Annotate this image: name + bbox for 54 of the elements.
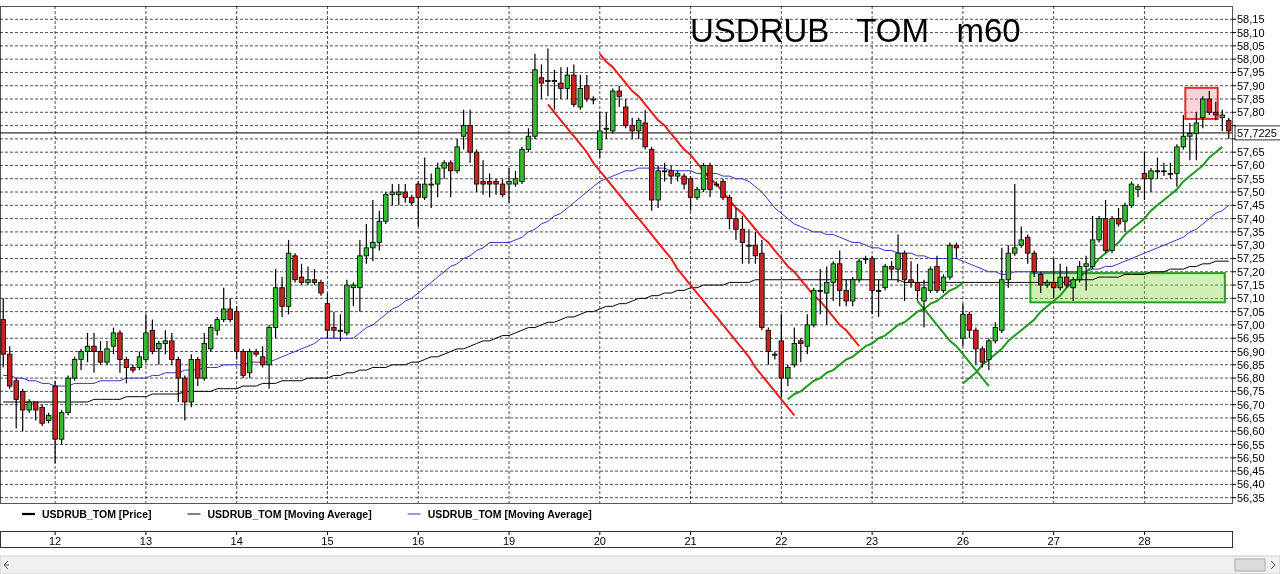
y-tick-label: 58,15 bbox=[1237, 13, 1265, 26]
y-tick-label: 56,50 bbox=[1237, 451, 1265, 464]
y-tick-label: 56,40 bbox=[1237, 478, 1265, 491]
y-tick-label: 58,10 bbox=[1237, 26, 1265, 39]
y-tick-label: 56,55 bbox=[1237, 438, 1265, 451]
x-tick-label: 20 bbox=[593, 535, 606, 547]
y-tick-label: 56,60 bbox=[1237, 425, 1265, 438]
x-tick-label: 14 bbox=[230, 535, 243, 547]
y-tick-label: 57,05 bbox=[1237, 305, 1265, 318]
x-tick-label: 26 bbox=[956, 535, 970, 547]
y-tick-label: 58,00 bbox=[1237, 53, 1265, 66]
y-tick-label: 57,15 bbox=[1237, 279, 1265, 292]
y-tick-label: 56,95 bbox=[1237, 332, 1265, 345]
x-tick-label: 21 bbox=[684, 535, 697, 547]
y-tick-label: 57,25 bbox=[1237, 252, 1265, 265]
y-tick-label: 56,45 bbox=[1237, 465, 1265, 478]
legend-label: USDRUB_TOM [Price] bbox=[42, 508, 152, 520]
y-tick-label: 56,85 bbox=[1237, 358, 1265, 371]
y-tick-label: 57,60 bbox=[1237, 159, 1265, 172]
y-tick-label: 57,30 bbox=[1237, 239, 1265, 252]
y-tick-label: 57,00 bbox=[1237, 318, 1265, 331]
y-tick-label: 56,35 bbox=[1237, 491, 1265, 504]
y-tick-label: 57,45 bbox=[1237, 199, 1265, 212]
x-tick-label: 12 bbox=[48, 535, 62, 547]
y-tick-label: 57,85 bbox=[1237, 93, 1265, 106]
x-tick-label: 13 bbox=[139, 535, 153, 547]
legend-label: USDRUB_TOM [Moving Average] bbox=[427, 508, 592, 520]
y-tick-label: 57,80 bbox=[1237, 106, 1265, 119]
y-tick-label: 57,55 bbox=[1237, 172, 1265, 185]
y-tick-label: 57,65 bbox=[1237, 146, 1265, 159]
x-tick-label: 27 bbox=[1047, 535, 1060, 547]
ref-line-label: 57,7225 bbox=[1237, 126, 1277, 139]
y-tick-label: 56,65 bbox=[1237, 411, 1265, 424]
y-tick-label: 57,40 bbox=[1237, 212, 1265, 225]
line-series bbox=[598, 52, 861, 348]
y-tick-label: 56,75 bbox=[1237, 385, 1265, 398]
y-tick-label: 57,90 bbox=[1237, 79, 1265, 92]
y-tick-label: 57,35 bbox=[1237, 225, 1265, 238]
x-tick-label: 22 bbox=[775, 535, 788, 547]
x-tick-label: 19 bbox=[502, 535, 516, 547]
y-tick-label: 56,80 bbox=[1237, 372, 1265, 385]
y-tick-label: 57,95 bbox=[1237, 66, 1265, 79]
x-tick-label: 23 bbox=[866, 535, 879, 547]
y-tick-label: 57,50 bbox=[1237, 186, 1265, 199]
line-series bbox=[546, 103, 796, 417]
x-tick-label: 28 bbox=[1138, 535, 1151, 547]
x-tick-label: 15 bbox=[321, 535, 334, 547]
y-tick-label: 56,70 bbox=[1237, 398, 1265, 411]
x-tick-label: 16 bbox=[412, 535, 425, 547]
legend-label: USDRUB_TOM [Moving Average] bbox=[207, 508, 372, 520]
y-tick-label: 57,20 bbox=[1237, 265, 1265, 278]
y-tick-label: 56,90 bbox=[1237, 345, 1265, 358]
y-tick-label: 58,05 bbox=[1237, 39, 1265, 52]
y-tick-label: 57,10 bbox=[1237, 292, 1265, 305]
